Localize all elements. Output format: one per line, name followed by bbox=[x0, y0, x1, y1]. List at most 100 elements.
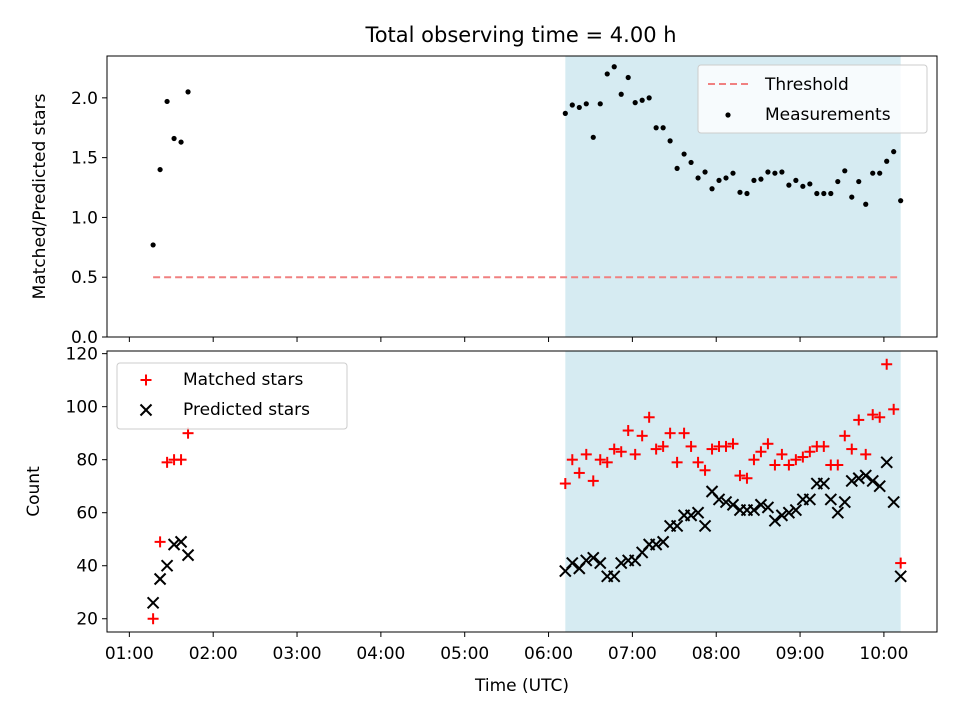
measurement-point bbox=[793, 177, 799, 183]
bottom-plot-frame bbox=[106, 350, 938, 633]
measurement-point bbox=[618, 91, 624, 97]
measurement-point bbox=[597, 101, 603, 107]
measurement-point bbox=[856, 178, 862, 185]
predicted-star-point bbox=[859, 469, 872, 482]
measurement-point bbox=[157, 166, 163, 173]
matched-star-point bbox=[748, 454, 760, 466]
bottom-legend-frame bbox=[116, 362, 348, 430]
matched-star-point bbox=[797, 451, 809, 463]
x-tick-label: 10:00 bbox=[859, 644, 908, 664]
bottom-y-tick-label: 20 bbox=[76, 610, 98, 630]
x-tick-label: 04:00 bbox=[356, 644, 405, 664]
top-x-ticks bbox=[128, 337, 885, 342]
predicted-star-point bbox=[181, 548, 195, 562]
matched-star-point bbox=[720, 440, 732, 452]
x-tick-label: 01:00 bbox=[105, 644, 154, 664]
measurement-point bbox=[772, 170, 778, 176]
measurement-point bbox=[695, 175, 701, 181]
measurement-point bbox=[604, 71, 610, 77]
predicted-star-point bbox=[153, 572, 167, 586]
matched-legend-marker bbox=[140, 374, 152, 386]
predicted-star-point bbox=[608, 570, 621, 583]
measurement-point bbox=[779, 169, 785, 175]
measurement-point bbox=[583, 101, 589, 107]
matched-star-point bbox=[629, 448, 641, 460]
top-y-tick-label: 1.0 bbox=[71, 208, 98, 228]
bottom-y-tick-label: 120 bbox=[66, 345, 98, 365]
predicted-star-point bbox=[698, 519, 712, 533]
measurement-point bbox=[842, 168, 848, 174]
bottom-y-tick-label: 100 bbox=[66, 398, 98, 418]
matched-star-point bbox=[741, 472, 753, 484]
measurement-point bbox=[807, 181, 813, 187]
x-axis-label: Time (UTC) bbox=[474, 676, 569, 696]
predicted-star-point bbox=[594, 556, 607, 570]
predicted-legend-swatch bbox=[139, 403, 153, 417]
measurement-point bbox=[688, 159, 694, 166]
threshold-legend-label: Threshold bbox=[764, 75, 849, 95]
matched-star-point bbox=[587, 475, 599, 487]
x-tick-label: 08:00 bbox=[692, 644, 741, 664]
predicted-star-point bbox=[587, 551, 600, 564]
chart-title: Total observing time = 4.00 h bbox=[364, 23, 676, 47]
matched-star-point bbox=[776, 448, 788, 460]
measurement-point bbox=[660, 125, 666, 131]
matched-star-point bbox=[657, 440, 669, 452]
x-tick-label: 09:00 bbox=[776, 644, 825, 664]
predicted-legend-marker bbox=[139, 403, 153, 417]
top-panel: 0.00.51.01.52.0 Matched/Predicted stars … bbox=[30, 55, 938, 348]
predicted-star-point bbox=[775, 509, 789, 522]
top-y-axis-label: Matched/Predicted stars bbox=[30, 93, 50, 299]
predicted-star-point bbox=[656, 535, 670, 549]
measurement-point bbox=[765, 169, 771, 175]
predicted-star-point bbox=[838, 495, 851, 509]
matched-star-point bbox=[643, 411, 655, 423]
measurement-point bbox=[891, 149, 897, 155]
measurement-point bbox=[681, 151, 687, 157]
matched-star-point bbox=[161, 456, 173, 468]
predicted-star-point bbox=[719, 495, 733, 509]
bottom-y-tick-label: 60 bbox=[76, 504, 98, 524]
top-plot-frame bbox=[106, 55, 938, 338]
measurement-point bbox=[709, 186, 715, 192]
predicted-legend-label: Predicted stars bbox=[183, 400, 310, 420]
top-y-axis: 0.0 0.5 1.0 1.5 2.0 bbox=[71, 89, 107, 348]
bottom-y-tick-label: 80 bbox=[76, 451, 98, 471]
matched-star-point bbox=[573, 467, 585, 479]
measurement-point bbox=[674, 165, 680, 171]
matched-star-point bbox=[860, 448, 872, 460]
matched-star-point bbox=[566, 454, 578, 466]
matched-star-point bbox=[147, 613, 159, 625]
measurement-point bbox=[730, 170, 736, 176]
matched-star-point bbox=[692, 456, 704, 468]
top-y-tick-label: 0.0 bbox=[71, 328, 98, 348]
predicted-star-point bbox=[160, 559, 174, 572]
measurement-point bbox=[646, 95, 652, 101]
top-legend: Threshold Measurements bbox=[697, 64, 928, 134]
predicted-star-point bbox=[887, 495, 900, 509]
measurement-point bbox=[877, 170, 883, 176]
measurement-point bbox=[716, 177, 722, 183]
measurement-point bbox=[814, 190, 820, 197]
matched-star-point bbox=[762, 438, 774, 450]
bottom-shaded-span bbox=[565, 351, 901, 632]
matched-star-point bbox=[804, 446, 816, 458]
measurement-point bbox=[702, 169, 708, 175]
measurement-point bbox=[611, 64, 617, 70]
measurements-legend-swatch bbox=[725, 112, 731, 118]
bottom-y-tick-label: 40 bbox=[76, 557, 98, 577]
matched-star-point bbox=[699, 464, 711, 476]
matched-star-point bbox=[594, 454, 606, 466]
matched-star-point bbox=[636, 430, 648, 442]
matched-star-point bbox=[874, 411, 886, 423]
predicted-star-point bbox=[817, 477, 831, 490]
predicted-star-point bbox=[845, 474, 858, 488]
matched-star-point bbox=[881, 358, 893, 370]
matched-star-point bbox=[154, 536, 166, 548]
measurement-point bbox=[751, 177, 757, 183]
matched-star-point bbox=[601, 456, 613, 468]
predicted-star-point bbox=[754, 498, 768, 511]
bottom-y-axis-label: Count bbox=[24, 466, 44, 517]
top-legend-frame bbox=[697, 64, 928, 134]
